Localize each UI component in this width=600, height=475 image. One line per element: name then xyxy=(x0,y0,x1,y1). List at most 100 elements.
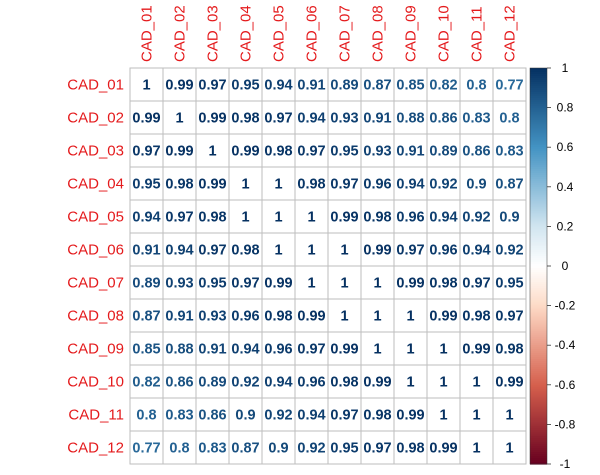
cell-value: 0.98 xyxy=(198,210,226,226)
cell-value: 0.96 xyxy=(363,177,391,193)
colorbar-segment xyxy=(530,220,547,224)
colorbar-segment xyxy=(530,301,547,305)
colorbar-segment xyxy=(530,384,547,388)
cell-value: 0.93 xyxy=(165,276,193,292)
cell-value: 0.98 xyxy=(264,144,292,160)
column-label: CAD_10 xyxy=(436,5,453,62)
colorbar-segment xyxy=(530,159,547,162)
colorbar-segment xyxy=(530,182,547,186)
cell-value: 0.92 xyxy=(264,408,292,424)
cell-value: 1 xyxy=(406,375,414,391)
colorbar-segment xyxy=(530,438,547,441)
cell-value: 0.91 xyxy=(396,144,424,160)
colorbar-segment xyxy=(530,337,547,340)
colorbar-segment xyxy=(530,248,547,251)
colorbar-segment xyxy=(530,125,547,128)
colorbar-segment xyxy=(530,295,547,299)
colorbar-segment xyxy=(530,85,547,89)
colorbar-tick-label: -0.4 xyxy=(555,338,576,352)
cell-value: 0.92 xyxy=(429,177,457,193)
cell-value: 0.96 xyxy=(231,309,259,325)
colorbar-segment xyxy=(530,331,547,334)
cell-value: 1 xyxy=(472,441,480,457)
colorbar-segment xyxy=(530,214,547,218)
colorbar-segment xyxy=(530,357,547,360)
colorbar-segment xyxy=(530,234,547,237)
colorbar-segment xyxy=(530,258,547,261)
row-label: CAD_10 xyxy=(67,374,124,391)
colorbar-segment xyxy=(530,365,547,368)
cell-value: 0.97 xyxy=(264,111,292,127)
cell-value: 0.98 xyxy=(396,441,424,457)
cell-value: 1 xyxy=(340,276,348,292)
column-label: CAD_01 xyxy=(139,5,156,62)
colorbar-segment xyxy=(530,101,547,105)
cell-value: 0.97 xyxy=(330,177,358,193)
colorbar-segment xyxy=(530,196,547,200)
cell-value: 1 xyxy=(505,441,513,457)
cell-value: 0.88 xyxy=(396,111,424,127)
colorbar-segment xyxy=(530,323,547,326)
cell-value: 0.91 xyxy=(297,78,325,94)
colorbar-segment xyxy=(530,145,547,148)
colorbar-segment xyxy=(530,398,547,402)
colorbar-segment xyxy=(530,188,547,192)
cell-value: 0.99 xyxy=(132,111,160,127)
colorbar-segment xyxy=(530,260,547,263)
colorbar-segment xyxy=(530,91,547,95)
colorbar-segment xyxy=(530,200,547,204)
cell-value: 0.95 xyxy=(198,276,226,292)
cell-value: 0.93 xyxy=(363,144,391,160)
cell-value: 0.8 xyxy=(466,78,486,94)
colorbar-segment xyxy=(530,89,547,93)
cell-value: 1 xyxy=(439,342,447,358)
cell-value: 0.98 xyxy=(462,309,490,325)
colorbar-segment xyxy=(530,414,547,418)
cell-value: 1 xyxy=(274,210,282,226)
colorbar-segment xyxy=(530,186,547,190)
cell-value: 0.99 xyxy=(363,375,391,391)
cell-value: 0.99 xyxy=(165,78,193,94)
cell-value: 0.98 xyxy=(429,276,457,292)
cell-value: 0.99 xyxy=(396,408,424,424)
cell-value: 0.99 xyxy=(264,276,292,292)
cell-value: 0.98 xyxy=(495,342,523,358)
colorbar-segment xyxy=(530,303,547,307)
colorbar-segment xyxy=(530,204,547,208)
colorbar-segment xyxy=(530,416,547,420)
colorbar-segment xyxy=(530,339,547,342)
colorbar-segment xyxy=(530,240,547,243)
cell-value: 0.94 xyxy=(264,375,292,391)
cell-value: 0.82 xyxy=(429,78,457,94)
colorbar-segment xyxy=(530,368,547,372)
colorbar-segment xyxy=(530,390,547,394)
colorbar-segment xyxy=(530,135,547,138)
cell-value: 1 xyxy=(340,243,348,259)
colorbar-segment xyxy=(530,410,547,414)
cell-value: 1 xyxy=(373,309,381,325)
colorbar-segment xyxy=(530,378,547,382)
colorbar-segment xyxy=(530,167,547,170)
colorbar-segment xyxy=(530,111,547,115)
colorbar-segment xyxy=(530,238,547,241)
cell-value: 1 xyxy=(439,408,447,424)
cell-value: 0.92 xyxy=(297,441,325,457)
cell-value: 0.85 xyxy=(132,342,160,358)
cell-value: 0.8 xyxy=(169,441,189,457)
colorbar-segment xyxy=(530,460,547,463)
cell-value: 0.97 xyxy=(462,276,490,292)
colorbar-segment xyxy=(530,311,547,315)
cell-value: 0.82 xyxy=(132,375,160,391)
colorbar-segment xyxy=(530,287,547,291)
colorbar-segment xyxy=(530,77,547,81)
colorbar-segment xyxy=(530,266,547,269)
column-label: CAD_07 xyxy=(337,5,354,62)
cell-value: 0.94 xyxy=(231,342,259,358)
colorbar-tick-label: 0.8 xyxy=(557,101,574,115)
colorbar-segment xyxy=(530,440,547,443)
cell-value: 0.97 xyxy=(297,342,325,358)
row-label: CAD_09 xyxy=(67,341,124,358)
colorbar-segment xyxy=(530,161,547,164)
colorbar-segment xyxy=(530,137,547,140)
colorbar-segment xyxy=(530,133,547,136)
